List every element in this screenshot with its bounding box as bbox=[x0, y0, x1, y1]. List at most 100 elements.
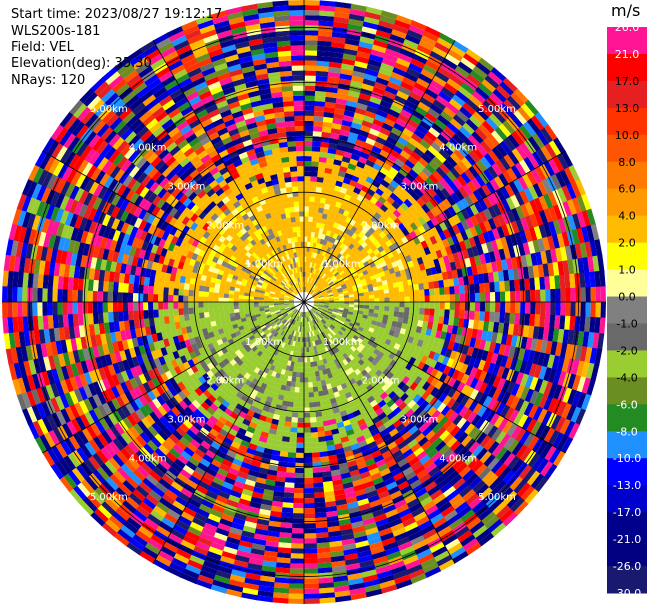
velocity-gate bbox=[393, 233, 402, 243]
velocity-gate bbox=[335, 234, 343, 242]
velocity-gate bbox=[482, 320, 490, 332]
velocity-gate bbox=[348, 236, 355, 244]
velocity-gate bbox=[441, 324, 449, 333]
velocity-gate bbox=[571, 197, 583, 215]
velocity-gate bbox=[318, 161, 327, 168]
velocity-gate bbox=[499, 140, 513, 155]
velocity-gate bbox=[474, 127, 488, 142]
velocity-gate bbox=[411, 178, 422, 189]
velocity-gate bbox=[314, 302, 320, 304]
velocity-gate bbox=[411, 86, 426, 98]
velocity-gate bbox=[484, 302, 491, 313]
velocity-gate bbox=[505, 196, 516, 211]
velocity-gate bbox=[532, 351, 541, 366]
velocity-gate bbox=[379, 166, 390, 176]
velocity-gate bbox=[535, 289, 541, 303]
velocity-gate bbox=[405, 141, 418, 152]
velocity-gate bbox=[490, 239, 499, 252]
velocity-gate bbox=[500, 236, 509, 250]
velocity-gate bbox=[429, 302, 435, 310]
velocity-gate bbox=[489, 113, 503, 128]
velocity-gate bbox=[589, 271, 596, 289]
velocity-gate bbox=[369, 302, 375, 306]
velocity-gate bbox=[347, 263, 354, 270]
velocity-gate bbox=[430, 329, 437, 338]
velocity-gate bbox=[366, 330, 373, 337]
velocity-gate bbox=[433, 280, 440, 289]
velocity-gate bbox=[303, 442, 312, 448]
velocity-gate bbox=[546, 354, 556, 370]
velocity-gate bbox=[412, 277, 419, 286]
velocity-gate bbox=[325, 91, 338, 99]
velocity-gate bbox=[281, 507, 294, 514]
velocity-gate bbox=[500, 355, 509, 369]
velocity-gate bbox=[587, 256, 595, 274]
velocity-gate bbox=[393, 254, 401, 262]
velocity-gate bbox=[392, 67, 408, 78]
velocity-gate bbox=[303, 447, 312, 453]
velocity-gate bbox=[361, 234, 369, 242]
velocity-gate bbox=[317, 293, 323, 297]
velocity-gate bbox=[344, 299, 350, 303]
velocity-gate bbox=[302, 563, 318, 569]
velocity-gate bbox=[391, 320, 398, 328]
velocity-gate bbox=[582, 331, 590, 349]
velocity-gate bbox=[293, 397, 299, 403]
velocity-gate bbox=[550, 248, 558, 264]
velocity-gate bbox=[478, 339, 487, 351]
velocity-gate bbox=[552, 369, 562, 386]
velocity-gate bbox=[435, 330, 442, 340]
velocity-gate bbox=[423, 334, 431, 343]
velocity-gate bbox=[306, 282, 309, 288]
velocity-gate bbox=[374, 298, 380, 303]
velocity-gate bbox=[475, 107, 490, 122]
velocity-gate bbox=[293, 477, 304, 484]
velocity-gate bbox=[313, 502, 326, 509]
velocity-gate bbox=[357, 45, 373, 55]
velocity-gate bbox=[304, 181, 311, 187]
velocity-gate bbox=[521, 173, 534, 189]
velocity-gate bbox=[391, 277, 398, 284]
velocity-gate bbox=[323, 245, 329, 252]
velocity-gate bbox=[475, 174, 486, 188]
velocity-gate bbox=[304, 176, 312, 182]
velocity-gate bbox=[434, 204, 444, 215]
velocity-gate bbox=[594, 239, 603, 257]
velocity-gate bbox=[423, 261, 431, 270]
velocity-gate bbox=[479, 292, 486, 303]
velocity-gate bbox=[364, 295, 370, 300]
velocity-gate bbox=[312, 472, 323, 478]
velocity-gate bbox=[358, 307, 365, 312]
velocity-gate bbox=[449, 167, 461, 180]
velocity-gate bbox=[481, 263, 489, 275]
velocity-gate bbox=[456, 110, 470, 124]
velocity-gate bbox=[433, 137, 447, 150]
velocity-gate bbox=[455, 200, 466, 213]
velocity-gate bbox=[434, 294, 440, 303]
velocity-gate bbox=[356, 50, 372, 60]
velocity-gate bbox=[479, 311, 485, 322]
velocity-gate bbox=[555, 171, 567, 189]
velocity-gate bbox=[334, 317, 340, 323]
velocity-gate bbox=[431, 46, 449, 59]
velocity-gate bbox=[352, 117, 364, 126]
velocity-gate bbox=[341, 63, 356, 71]
velocity-gate bbox=[366, 280, 373, 286]
velocity-gate bbox=[303, 457, 313, 464]
velocity-gate bbox=[414, 264, 421, 273]
velocity-gate bbox=[338, 208, 346, 215]
velocity-gate bbox=[358, 254, 366, 261]
velocity-gate bbox=[397, 222, 407, 232]
velocity-gate bbox=[394, 62, 410, 73]
velocity-gate bbox=[456, 222, 466, 234]
velocity-gate bbox=[302, 558, 318, 564]
velocity-gate bbox=[317, 212, 324, 219]
velocity-gate bbox=[426, 321, 434, 330]
velocity-gate bbox=[556, 232, 566, 249]
velocity-gate bbox=[474, 310, 480, 322]
velocity-gate bbox=[444, 294, 450, 303]
velocity-gate bbox=[407, 195, 417, 205]
velocity-gate bbox=[426, 219, 436, 230]
velocity-gate bbox=[417, 320, 424, 328]
velocity-gate bbox=[388, 76, 404, 87]
